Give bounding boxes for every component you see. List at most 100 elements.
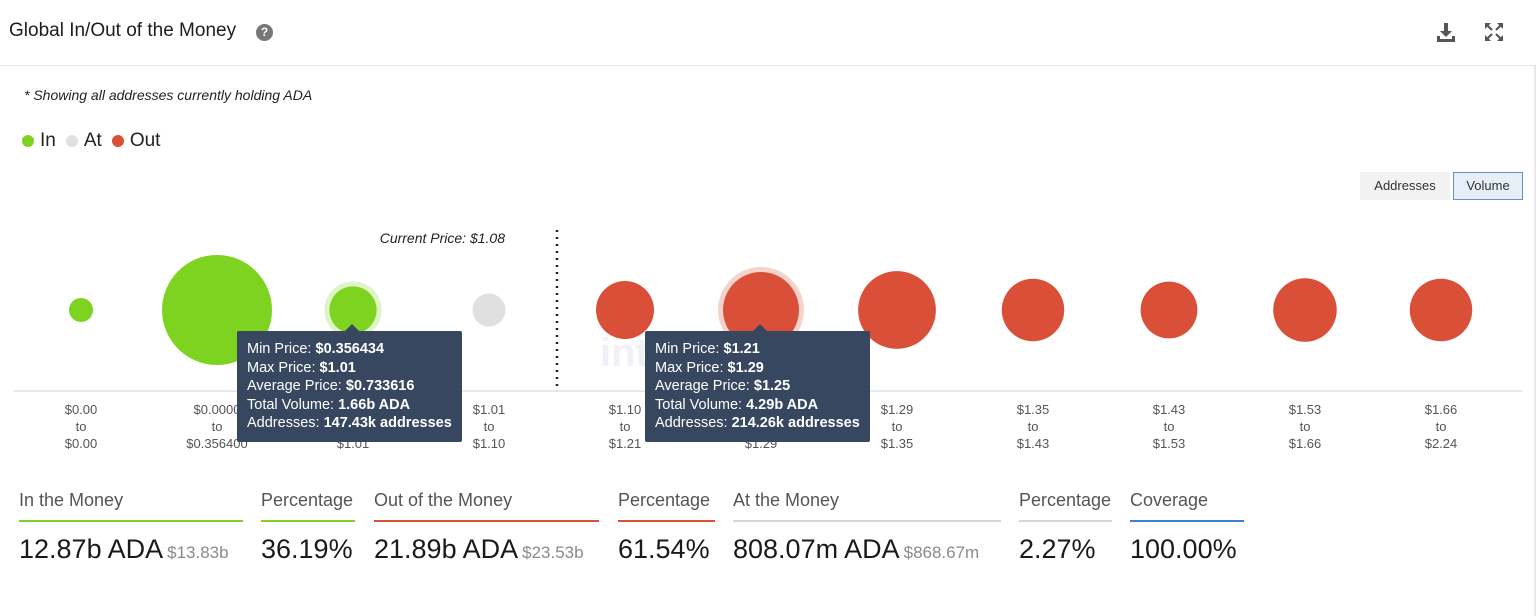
tick-label-connector: to — [1436, 419, 1447, 434]
bubble-bin-11 — [1409, 278, 1473, 342]
tick-label-to: $1.10 — [473, 436, 506, 451]
tooltip-avg-value: $0.733616 — [345, 378, 415, 395]
tooltip-avg-label: Average Price: — [655, 378, 750, 395]
tick-label-to: $1.21 — [609, 436, 642, 451]
bubble-bin-10 — [1273, 278, 1337, 342]
page-title: Global In/Out of the Money — [9, 20, 237, 41]
legend-dot-at — [65, 135, 78, 147]
stat-value: 61.54% — [618, 534, 710, 564]
tooltip-addresses-label: Addresses: — [655, 415, 728, 432]
stat-label: At the Money — [733, 490, 1001, 522]
tick-label-from: $0.0000 — [194, 402, 241, 417]
tick-label-to: $2.24 — [1425, 436, 1458, 451]
legend-dot-out — [111, 135, 124, 147]
stat-label: In the Money — [19, 490, 243, 522]
volume-toggle-button[interactable]: Volume — [1453, 172, 1523, 200]
tick-label-connector: to — [76, 419, 87, 434]
bubble-bin-3 — [329, 286, 377, 334]
stat-usd-value: $23.53b — [522, 543, 584, 562]
stat-value: 100.00% — [1130, 534, 1237, 564]
bubble-bin-4 — [472, 293, 506, 327]
tick-label-from: $1.53 — [1289, 402, 1322, 417]
stat-label: Percentage — [261, 490, 355, 522]
tick-label-to: $1.35 — [881, 436, 914, 451]
stat-label: Percentage — [1019, 490, 1112, 522]
legend-label-at: At — [83, 130, 102, 151]
legend-item-in[interactable]: In — [22, 130, 56, 152]
tick-label-from: $1.29 — [881, 402, 914, 417]
tooltip-bin-6: Min Price: $1.21 Max Price: $1.29 Averag… — [645, 324, 870, 442]
tick-label-connector: to — [1028, 419, 1039, 434]
tooltip-volume-label: Total Volume: — [247, 396, 335, 413]
tick-label-connector: to — [620, 419, 631, 434]
tick-label-from: $1.10 — [609, 402, 642, 417]
panel-header: Global In/Out of the Money ? — [0, 0, 1536, 66]
stat-value: 21.89b ADA $23.53b — [374, 534, 599, 565]
holding-note: * Showing all addresses currently holdin… — [24, 87, 313, 103]
panel-border — [1534, 66, 1536, 616]
tooltip-min-value: $0.356434 — [315, 341, 385, 357]
tick-label-to: $1.53 — [1153, 436, 1186, 451]
stat-usd-value: $868.67m — [903, 543, 980, 562]
tooltip-addresses-value: 147.43k addresses — [323, 415, 452, 432]
legend-item-out[interactable]: Out — [111, 130, 161, 152]
download-icon[interactable] — [1434, 20, 1458, 44]
stat-in-the-money: In the Money 12.87b ADA $13.83b — [19, 490, 243, 565]
stat-in-percentage: Percentage 36.19% — [261, 490, 355, 565]
stat-usd-value: $13.83b — [167, 543, 229, 562]
tick-label-from: $0.00 — [65, 402, 98, 417]
bubble-bin-1 — [69, 298, 93, 322]
tooltip-min-label: Min Price: — [655, 341, 720, 357]
stat-value: 12.87b ADA $13.83b — [19, 534, 243, 565]
tooltip-min-label: Min Price: — [247, 341, 312, 357]
tick-label-from: $1.35 — [1017, 402, 1050, 417]
stat-label: Percentage — [618, 490, 715, 522]
tick-label-to: $1.43 — [1017, 436, 1050, 451]
tooltip-volume-value: 1.66b ADA — [338, 396, 411, 413]
tooltip-volume-value: 4.29b ADA — [746, 396, 819, 413]
stat-value: 808.07m ADA $868.67m — [733, 534, 1001, 565]
tooltip-max-value: $1.29 — [727, 359, 764, 376]
bubble-bin-6 — [723, 272, 799, 348]
tooltip-max-value: $1.01 — [319, 359, 356, 376]
tick-label-connector: to — [1164, 419, 1175, 434]
help-icon[interactable]: ? — [256, 24, 273, 41]
stat-at-percentage: Percentage 2.27% — [1019, 490, 1112, 565]
current-price-label: Current Price: $1.08 — [380, 230, 505, 246]
tooltip-addresses-label: Addresses: — [247, 415, 320, 432]
addresses-toggle-button[interactable]: Addresses — [1360, 172, 1450, 200]
tick-label-from: $1.01 — [473, 402, 506, 417]
stat-coverage: Coverage 100.00% — [1130, 490, 1244, 565]
stat-main-value: 808.07m ADA — [733, 534, 900, 564]
tick-label-to: $0.356400 — [186, 436, 247, 451]
tooltip-max-label: Max Price: — [655, 359, 724, 376]
chart-legend: In At Out — [22, 130, 170, 152]
tick-label-to: $0.00 — [65, 436, 98, 451]
stat-label: Out of the Money — [374, 490, 599, 522]
bubble-bin-5 — [596, 281, 654, 339]
tick-label-from: $1.43 — [1153, 402, 1186, 417]
stat-main-value: 12.87b ADA — [19, 534, 164, 564]
summary-stats: In the Money 12.87b ADA $13.83b Percentag… — [0, 490, 1536, 590]
bubble-bin-8 — [1001, 278, 1065, 342]
tooltip-avg-value: $1.25 — [753, 378, 791, 395]
fullscreen-icon[interactable] — [1482, 20, 1506, 44]
legend-item-at[interactable]: At — [65, 130, 102, 152]
stat-at-the-money: At the Money 808.07m ADA $868.67m — [733, 490, 1001, 565]
stat-value: 2.27% — [1019, 534, 1096, 564]
stat-main-value: 21.89b ADA — [374, 534, 519, 564]
tick-label-connector: to — [212, 419, 223, 434]
tooltip-bin-3: Min Price: $0.356434 Max Price: $1.01 Av… — [237, 324, 462, 442]
legend-dot-in — [22, 135, 34, 147]
legend-label-in: In — [40, 130, 56, 151]
tick-label-connector: to — [892, 419, 903, 434]
tick-label-to: $1.66 — [1289, 436, 1322, 451]
tick-label-connector: to — [484, 419, 495, 434]
stat-out-percentage: Percentage 61.54% — [618, 490, 715, 565]
stat-label: Coverage — [1130, 490, 1244, 522]
tooltip-volume-label: Total Volume: — [655, 396, 743, 413]
stat-value: 36.19% — [261, 534, 353, 564]
legend-label-out: Out — [129, 130, 161, 151]
bubble-bin-9 — [1140, 281, 1198, 339]
tooltip-avg-label: Average Price: — [247, 378, 342, 395]
